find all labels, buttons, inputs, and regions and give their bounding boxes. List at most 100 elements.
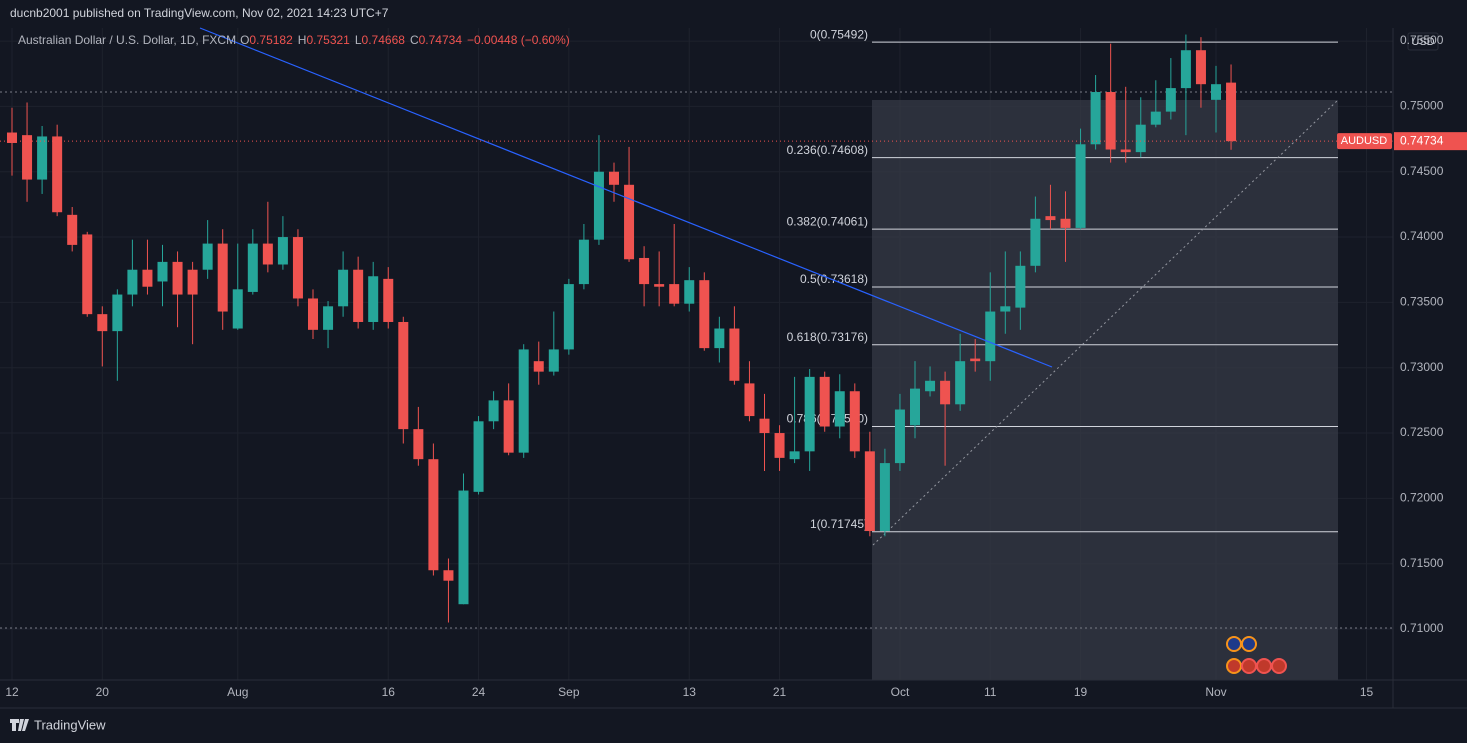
event-icon[interactable] <box>1256 658 1272 674</box>
candle-body <box>955 361 966 405</box>
x-tick-label: 13 <box>683 685 697 699</box>
fib-label: 0.618(0.73176) <box>787 330 868 344</box>
x-tick-label: 19 <box>1074 685 1088 699</box>
candle-body <box>187 269 198 295</box>
currency: USD <box>1411 36 1434 48</box>
event-icon[interactable] <box>1271 658 1287 674</box>
candle-body <box>1090 92 1101 145</box>
candle-body <box>383 278 394 322</box>
footer-logo: TradingView <box>34 717 106 732</box>
candle-body <box>413 429 424 460</box>
y-tick-label: 0.71500 <box>1400 556 1444 570</box>
x-tick-label: 20 <box>96 685 110 699</box>
fib-label: 0.382(0.74061) <box>787 214 868 228</box>
symbol-tag-label: AUDUSD <box>1341 135 1388 147</box>
candle-body <box>112 294 123 332</box>
candle-body <box>262 243 273 265</box>
x-tick-label: 21 <box>773 685 787 699</box>
candle-body <box>1075 144 1086 228</box>
candle-body <box>654 284 665 287</box>
legend-value: 0.75321 <box>306 33 350 47</box>
candle-body <box>277 237 288 265</box>
candle-body <box>864 451 875 532</box>
candle-body <box>157 261 168 282</box>
candle-body <box>1226 82 1237 142</box>
candle-body <box>67 214 78 245</box>
candle-body <box>1000 306 1011 312</box>
candle-body <box>398 321 409 430</box>
fib-label: 0(0.75492) <box>810 27 868 41</box>
event-icon[interactable] <box>1226 658 1242 674</box>
candle-body <box>699 280 710 349</box>
candle-body <box>578 239 589 285</box>
symbol-title: Australian Dollar / U.S. Dollar, 1D, FXC… <box>18 33 236 47</box>
event-icon[interactable] <box>1241 636 1257 652</box>
candle-body <box>247 243 258 292</box>
candle-body <box>1015 265 1026 308</box>
logo-icon <box>10 719 29 731</box>
y-tick-label: 0.75000 <box>1400 99 1444 113</box>
symbol-tag <box>1337 133 1392 150</box>
candle-body <box>1120 149 1131 153</box>
candle-body <box>849 391 860 452</box>
candle-body <box>217 243 228 312</box>
candle-body <box>1211 84 1221 100</box>
x-tick-label: Aug <box>227 685 248 699</box>
legend-key: L <box>355 33 362 47</box>
x-tick-label: 15 <box>1360 685 1374 699</box>
event-icon[interactable] <box>1226 636 1242 652</box>
overlay: AUDUSD 0.74734 <box>0 132 1467 151</box>
candle-body <box>925 380 936 392</box>
y-tick-label: 0.71000 <box>1400 621 1444 635</box>
candle-body <box>1195 50 1206 85</box>
x-tick-label: 11 <box>984 685 997 699</box>
fib-label: 0.236(0.74608) <box>787 143 868 157</box>
candle-body <box>172 261 183 295</box>
candle-body <box>323 306 334 330</box>
candle-body <box>1165 88 1176 112</box>
candle-body <box>593 171 604 240</box>
trend-line <box>199 27 1053 368</box>
header: ducnb2001 published on TradingView.com, … <box>10 6 389 20</box>
candle-body <box>819 376 830 427</box>
y-tick-label: 0.72000 <box>1400 491 1444 505</box>
candle-body <box>533 361 544 372</box>
candle-body <box>970 358 981 362</box>
legend-change: −0.00448 (−0.60%) <box>467 33 570 47</box>
event-icons <box>1226 636 1287 674</box>
candle-body <box>503 400 514 453</box>
candle-body <box>894 409 905 464</box>
candle-body <box>232 289 243 329</box>
candle-body <box>1045 216 1056 221</box>
candle-body <box>759 418 770 434</box>
candle-body <box>684 280 695 304</box>
legend-value: 0.74734 <box>419 33 463 47</box>
candle-body <box>609 171 619 185</box>
candle-body <box>292 237 303 299</box>
candle-body <box>879 463 890 532</box>
candle-body <box>202 243 213 270</box>
candle-body <box>82 234 93 315</box>
event-icon[interactable] <box>1241 658 1257 674</box>
candle-body <box>37 136 48 180</box>
candle-body <box>127 269 138 295</box>
fib-label: 0.5(0.73618) <box>800 272 868 286</box>
y-tick-label: 0.73000 <box>1400 360 1444 374</box>
fib-diagonal <box>872 99 1339 546</box>
x-tick-label: Nov <box>1205 685 1226 699</box>
candle-body <box>52 136 63 213</box>
currency-box[interactable] <box>1407 32 1439 51</box>
x-tick-label: 24 <box>472 685 486 699</box>
candle-body <box>910 388 920 426</box>
candle-body <box>1150 111 1161 125</box>
candle-body <box>22 135 33 180</box>
candle-body <box>7 132 17 143</box>
candles <box>7 34 1237 623</box>
y-tick-label: 0.72500 <box>1400 425 1444 439</box>
candle-body <box>985 311 996 362</box>
y-tick-label: 0.73500 <box>1400 295 1444 309</box>
candle-body <box>729 328 740 381</box>
y-tick-label: 0.75500 <box>1400 33 1444 47</box>
y-tick-label: 0.74000 <box>1400 229 1444 243</box>
